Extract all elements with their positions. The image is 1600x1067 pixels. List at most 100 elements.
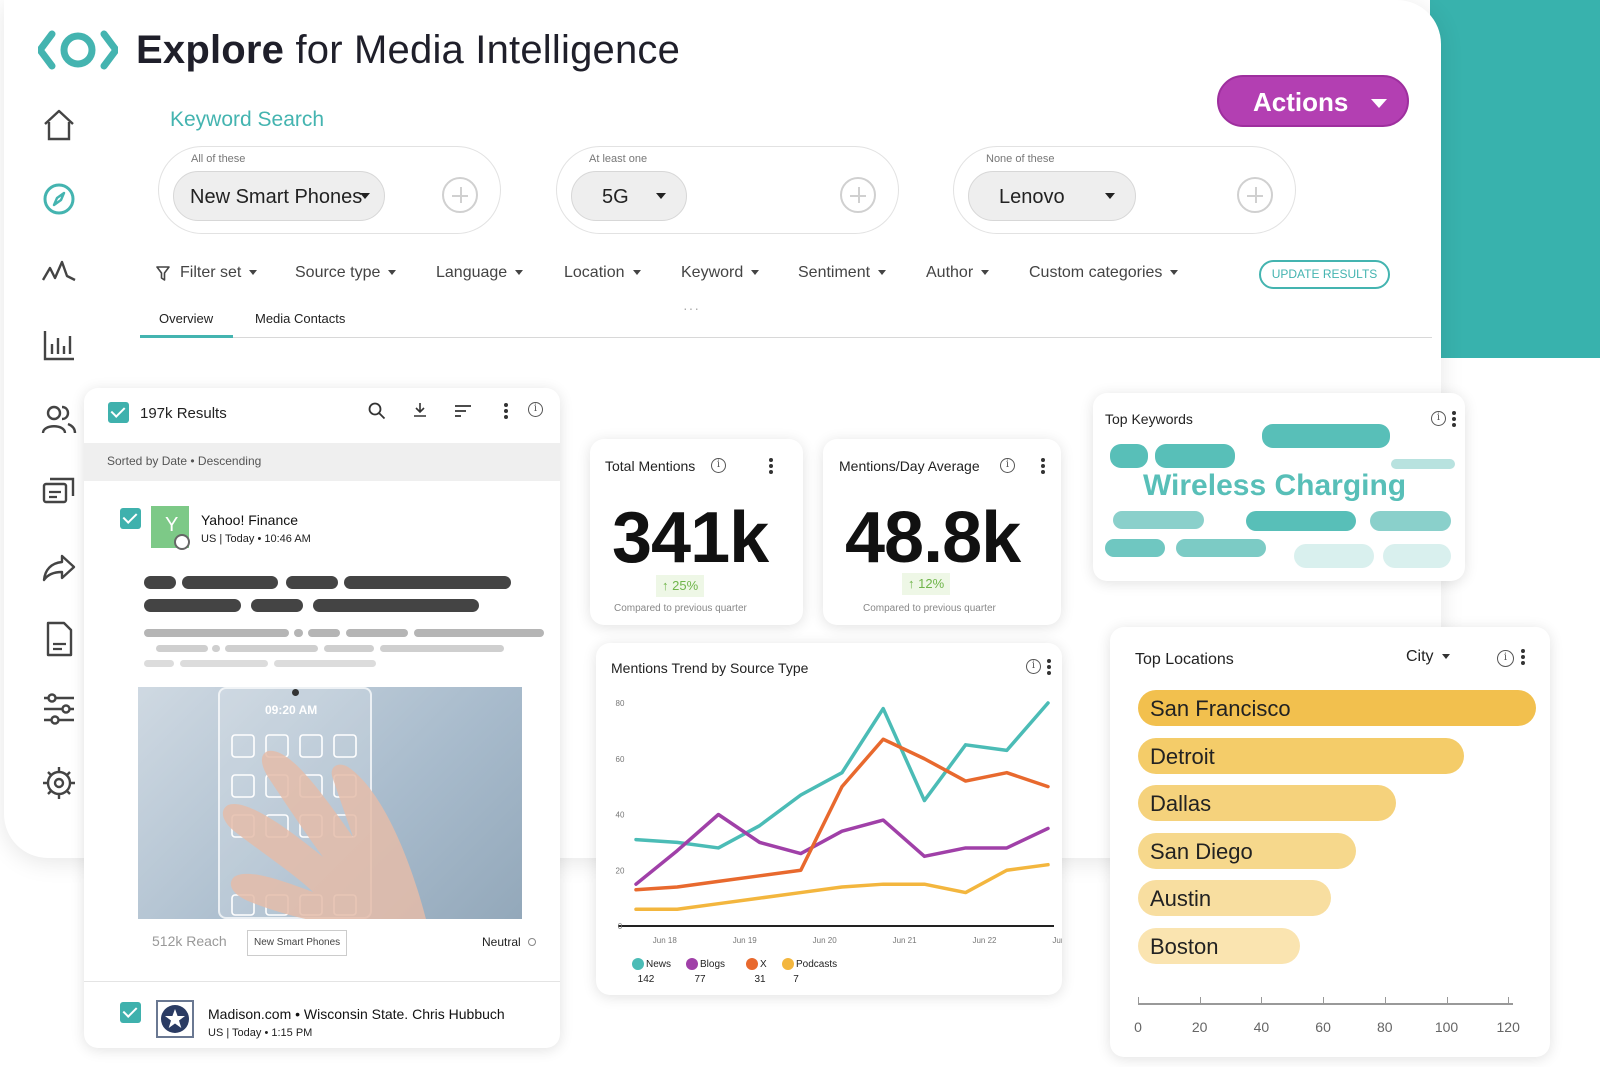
sentiment-dropdown[interactable]: Sentiment [798, 264, 887, 282]
location-bar-dallas[interactable]: Dallas [1138, 785, 1396, 821]
share-icon[interactable] [40, 548, 78, 586]
more-filters-icon[interactable]: ··· [683, 300, 700, 316]
more-options-icon[interactable] [1521, 649, 1525, 665]
top-keywords-title: Top Keywords [1105, 411, 1193, 427]
document-icon[interactable] [40, 620, 78, 658]
text-placeholder [294, 629, 303, 637]
pulse-icon[interactable] [40, 254, 78, 292]
actions-button[interactable]: Actions [1217, 75, 1409, 127]
chat-icon[interactable] [40, 474, 78, 512]
legend-total: 7 [793, 974, 799, 985]
bar-chart-icon[interactable] [40, 326, 78, 364]
keyword-chip[interactable]: New Smart Phones [173, 171, 385, 221]
keyword-pill[interactable] [1383, 544, 1451, 568]
more-options-icon[interactable] [1452, 411, 1456, 427]
highlight-keyword[interactable]: Wireless Charging [1143, 469, 1407, 502]
info-icon[interactable]: i [528, 402, 543, 417]
keyword-group-label: None of these [986, 153, 1055, 165]
compare-label: Compared to previous quarter [863, 603, 996, 614]
text-placeholder [308, 629, 340, 637]
filter-set-dropdown[interactable]: Filter set [180, 264, 258, 282]
x-tick-mark [1138, 997, 1139, 1004]
tab-active-indicator [140, 335, 233, 338]
download-icon[interactable] [412, 402, 428, 420]
keyword-pill[interactable] [1176, 539, 1266, 557]
keyword-pill[interactable] [1370, 511, 1451, 531]
keyword-pill[interactable] [1113, 511, 1204, 529]
location-bar-austin[interactable]: Austin [1138, 880, 1331, 916]
keyword-pill[interactable] [1262, 424, 1390, 448]
compass-icon[interactable] [40, 180, 78, 218]
home-icon[interactable] [40, 106, 78, 144]
tab-overview[interactable]: Overview [159, 311, 214, 326]
text-placeholder [144, 660, 174, 667]
update-results-button[interactable]: UPDATE RESULTS [1259, 260, 1390, 289]
result-checkbox[interactable] [120, 508, 141, 529]
keyword-chip[interactable]: Lenovo [968, 171, 1136, 221]
keyword-group-label: At least one [589, 153, 648, 165]
keyword-group-all: All of these New Smart Phones [158, 146, 501, 234]
text-placeholder [274, 660, 376, 667]
more-options-icon[interactable] [1047, 659, 1051, 675]
more-options-icon[interactable] [504, 403, 508, 419]
settings-icon[interactable] [40, 764, 78, 802]
info-icon[interactable]: i [1000, 458, 1015, 473]
x-tick-mark [1261, 997, 1263, 1004]
keyword-pill[interactable] [1105, 539, 1165, 557]
sliders-icon[interactable] [40, 690, 78, 728]
x-axis-line [1138, 1003, 1513, 1005]
chevron-down-icon [1371, 99, 1387, 108]
more-options-icon[interactable] [769, 458, 773, 474]
phone-time: 09:20 AM [265, 703, 318, 717]
select-all-checkbox[interactable] [108, 402, 129, 423]
tab-media-contacts[interactable]: Media Contacts [255, 311, 346, 326]
text-placeholder [313, 599, 479, 612]
x-tick-label: 60 [1315, 1019, 1331, 1035]
star-badge-icon [156, 1000, 194, 1038]
keyword-pill[interactable] [1391, 459, 1455, 469]
language-dropdown[interactable]: Language [436, 264, 524, 282]
keyword-pill[interactable] [1246, 511, 1356, 531]
custom-categories-dropdown[interactable]: Custom categories [1029, 264, 1179, 282]
info-icon[interactable]: i [1431, 411, 1446, 426]
add-keyword-icon[interactable] [840, 177, 876, 213]
y-tick-label: 20 [616, 866, 625, 875]
info-icon[interactable]: i [1497, 650, 1514, 667]
x-tick-label: 80 [1377, 1019, 1393, 1035]
x-tick-label: Jun 19 [733, 936, 758, 945]
location-bar-san-diego[interactable]: San Diego [1138, 832, 1356, 869]
info-icon[interactable]: i [711, 458, 726, 473]
result-source[interactable]: Madison.com • Wisconsin State. Chris Hub… [208, 1006, 505, 1022]
article-image[interactable]: 09:20 AM [138, 687, 522, 919]
author-dropdown[interactable]: Author [926, 264, 990, 282]
text-placeholder [346, 629, 408, 637]
location-bar-san-francisco[interactable]: San Francisco [1138, 690, 1536, 726]
location-bar-boston[interactable]: Boston [1138, 927, 1300, 964]
keyword-tag[interactable]: New Smart Phones [247, 930, 348, 956]
location-dropdown[interactable]: Location [564, 264, 641, 282]
keyword-dropdown[interactable]: Keyword [681, 264, 760, 282]
result-source[interactable]: Yahoo! Finance [201, 512, 299, 528]
keyword-pill[interactable] [1155, 444, 1235, 468]
source-type-dropdown[interactable]: Source type [295, 264, 397, 282]
add-keyword-icon[interactable] [442, 177, 478, 213]
city-selector[interactable]: City [1406, 648, 1450, 666]
sort-label: Sorted by Date • Descending [107, 454, 262, 468]
background-accent [1430, 0, 1600, 358]
legend-label: X [760, 959, 767, 970]
users-icon[interactable] [40, 400, 78, 438]
keyword-pill[interactable] [1110, 444, 1148, 468]
search-icon[interactable] [368, 402, 386, 420]
more-options-icon[interactable] [1041, 458, 1045, 474]
keyword-chip[interactable]: 5G [571, 171, 687, 221]
result-checkbox[interactable] [120, 1002, 141, 1023]
x-tick-label: 0 [1134, 1019, 1142, 1035]
keyword-search-title: Keyword Search [170, 108, 325, 131]
metric-label: Mentions/Day Average [839, 458, 980, 474]
keyword-pill[interactable] [1294, 544, 1374, 568]
info-icon[interactable]: i [1026, 659, 1041, 674]
location-bar-detroit[interactable]: Detroit [1138, 737, 1465, 774]
sort-icon[interactable] [454, 404, 472, 418]
add-keyword-icon[interactable] [1237, 177, 1273, 213]
total-mentions-value: 341k [612, 498, 769, 578]
